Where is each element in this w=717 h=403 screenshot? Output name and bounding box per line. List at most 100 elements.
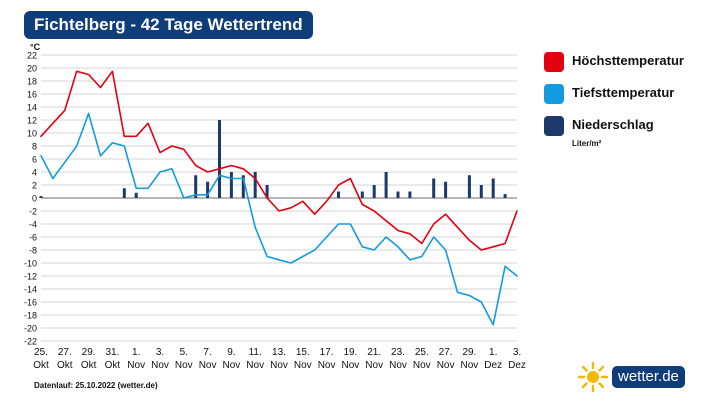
precip-bar — [253, 172, 257, 198]
precip-bar — [218, 120, 221, 198]
temperature-lines — [40, 70, 518, 326]
y-tick-label: 18 — [27, 77, 37, 87]
x-tick-day: 5. — [180, 347, 188, 358]
x-tick-month: Okt — [57, 360, 73, 371]
x-tick-month: Nov — [223, 360, 241, 371]
x-tick-day: 29. — [462, 347, 476, 358]
brand-wordmark: wetter.de — [612, 366, 685, 388]
precip-bar — [396, 191, 400, 198]
x-tick-month: Nov — [389, 360, 407, 371]
brand-logo: wetter.de — [578, 362, 690, 392]
precip-bar — [122, 188, 126, 198]
y-tick-label: 22 — [27, 51, 37, 61]
x-tick-day: 3. — [156, 347, 164, 358]
precip-bar — [384, 172, 388, 198]
legend-label-low: Tiefsttemperatur — [572, 85, 675, 100]
precipitation-bars — [39, 120, 507, 198]
precip-bar — [134, 192, 138, 198]
x-tick-month: Nov — [199, 360, 217, 371]
precip-bar — [337, 191, 340, 198]
y-tick-label: -12 — [24, 272, 37, 282]
y-tick-label: 12 — [27, 116, 37, 126]
legend-swatch-precip — [544, 116, 564, 136]
precip-bar — [360, 191, 364, 198]
precip-bar — [408, 191, 412, 198]
precip-bar — [229, 172, 233, 198]
x-tick-day: 27. — [58, 347, 72, 358]
x-tick-month: Nov — [270, 360, 288, 371]
x-tick-day: 1. — [489, 347, 497, 358]
grid-lines — [41, 54, 517, 342]
y-tick-label: 20 — [27, 64, 37, 74]
x-tick-month: Okt — [105, 360, 121, 371]
precip-bar — [503, 194, 507, 198]
legend-label-high: Höchsttemperatur — [572, 53, 684, 68]
x-tick-day: 9. — [227, 347, 235, 358]
x-tick-day: 25. — [34, 347, 48, 358]
precip-bar — [241, 175, 245, 198]
y-tick-label: -6 — [29, 233, 37, 243]
y-tick-label: -20 — [24, 324, 37, 334]
x-tick-month: Nov — [127, 360, 145, 371]
x-tick-day: 7. — [203, 347, 211, 358]
sun-icon — [578, 362, 609, 392]
x-tick-month: Nov — [246, 360, 264, 371]
y-tick-label: 2 — [32, 181, 37, 191]
x-tick-month: Nov — [294, 360, 312, 371]
y-tick-label: 8 — [32, 142, 37, 152]
precip-bar — [265, 185, 269, 198]
y-tick-label: 14 — [27, 103, 37, 113]
precip-bar — [194, 175, 198, 198]
precip-bar — [491, 178, 495, 198]
chart-title: Fichtelberg - 42 Tage Wettertrend — [24, 11, 313, 39]
x-tick-month: Nov — [365, 360, 383, 371]
x-tick-month: Nov — [342, 360, 360, 371]
low-temp-line — [40, 112, 518, 326]
x-tick-day: 19. — [343, 347, 357, 358]
y-tick-label: 10 — [27, 129, 37, 139]
y-axis-labels: 2220181614121086420-2-4-6-8-10-12-14-16-… — [24, 51, 37, 347]
x-tick-month: Nov — [461, 360, 479, 371]
legend-swatch-low — [544, 84, 564, 104]
y-tick-label: 4 — [32, 168, 37, 178]
y-tick-label: -18 — [24, 311, 37, 321]
precip-bar — [432, 178, 436, 198]
data-run-note: Datenlauf: 25.10.2022 (wetter.de) — [34, 381, 158, 390]
x-tick-month: Nov — [318, 360, 336, 371]
y-tick-label: -16 — [24, 298, 37, 308]
x-tick-month: Okt — [33, 360, 49, 371]
x-tick-day: 23. — [391, 347, 405, 358]
y-tick-label: 6 — [32, 155, 37, 165]
x-tick-month: Okt — [81, 360, 97, 371]
x-tick-day: 11. — [249, 347, 262, 358]
x-tick-month: Dez — [508, 360, 526, 371]
x-tick-day: 31. — [105, 347, 119, 358]
x-tick-day: 29. — [82, 347, 96, 358]
x-tick-day: 27. — [439, 347, 453, 358]
precip-bar — [206, 181, 210, 198]
x-tick-month: Nov — [413, 360, 431, 371]
y-tick-label: -14 — [24, 285, 37, 295]
precip-bar — [467, 175, 471, 198]
brand-name: wetter — [618, 368, 659, 385]
x-tick-month: Nov — [175, 360, 193, 371]
x-tick-month: Nov — [437, 360, 455, 371]
x-tick-month: Nov — [151, 360, 169, 371]
y-axis-unit: °C — [30, 42, 41, 52]
precip-bar — [479, 185, 483, 198]
x-tick-day: 13. — [272, 347, 286, 358]
y-tick-label: 0 — [32, 194, 37, 204]
y-tick-label: -22 — [24, 337, 37, 347]
y-tick-label: -10 — [24, 259, 37, 269]
x-tick-day: 17. — [320, 347, 334, 358]
legend-swatch-high — [544, 52, 564, 72]
precip-unit-label: Liter/m² — [572, 139, 602, 148]
x-tick-day: 15. — [296, 347, 310, 358]
precip-bar — [444, 181, 448, 198]
legend-label-precip: Niederschlag — [572, 117, 654, 132]
x-tick-day: 21. — [367, 347, 381, 358]
precip-bar — [39, 196, 43, 198]
x-tick-month: Dez — [484, 360, 502, 371]
y-tick-label: -2 — [29, 207, 37, 217]
